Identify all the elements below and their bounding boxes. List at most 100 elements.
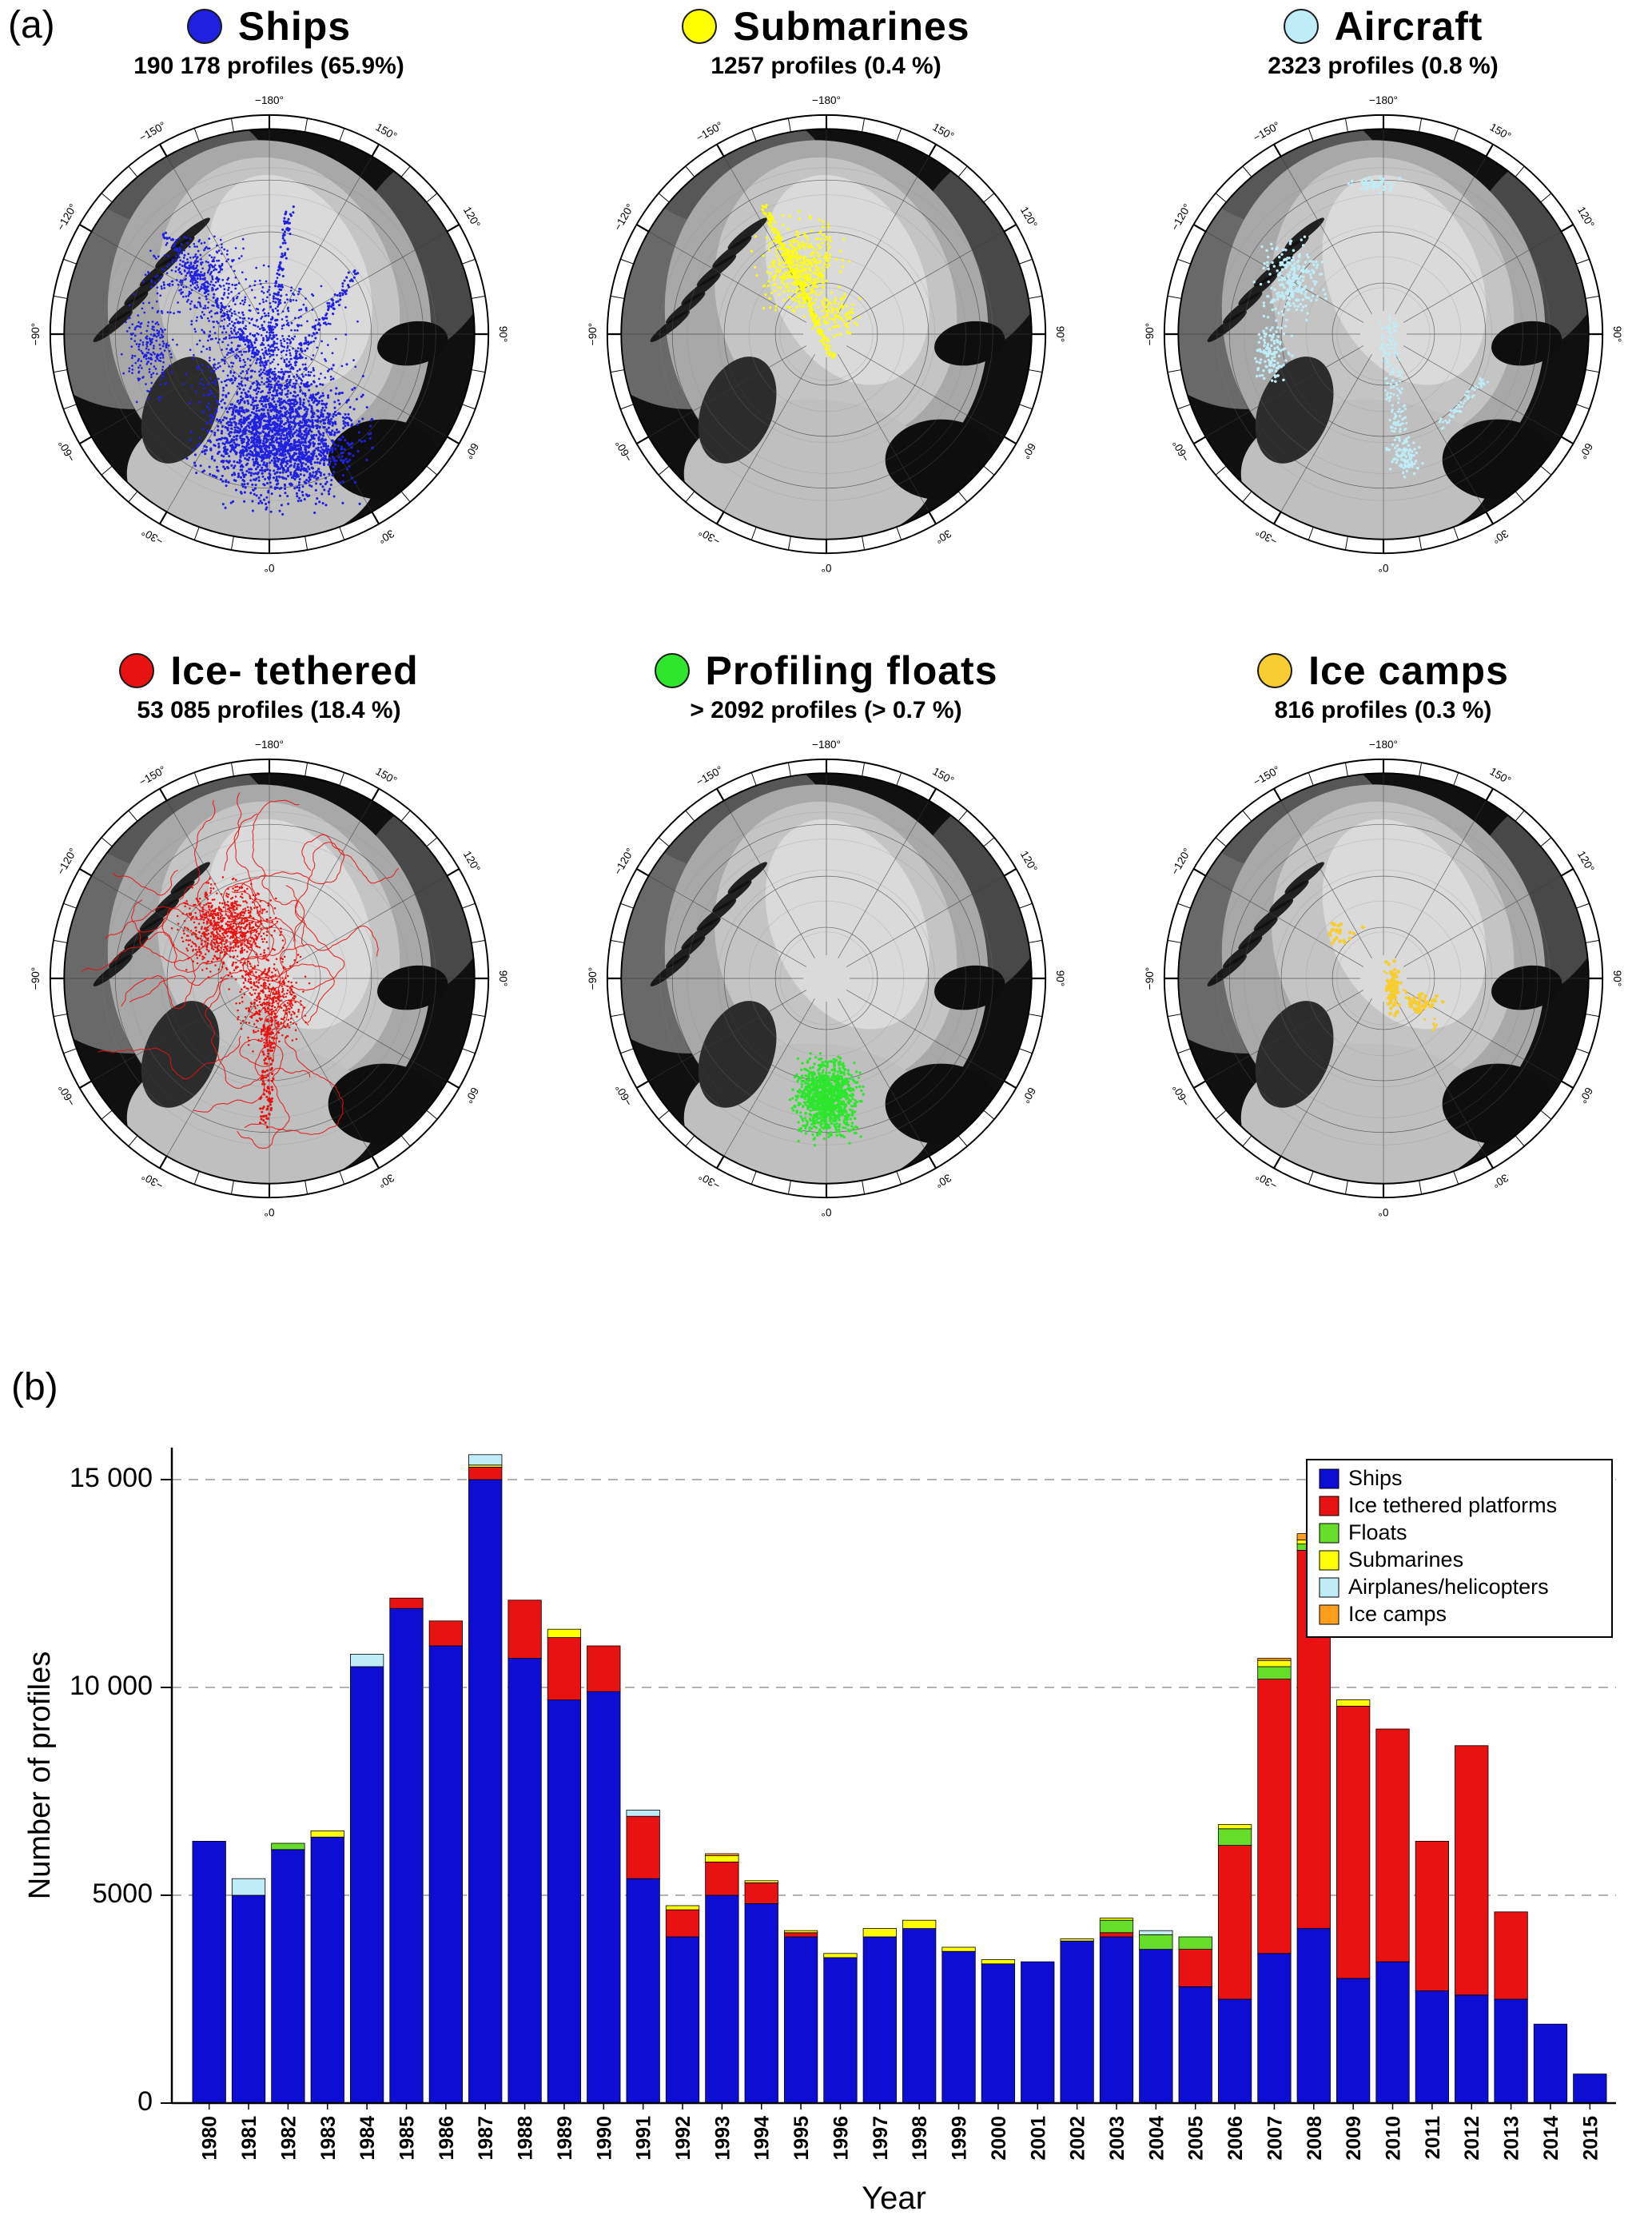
ice-camps-map-terrain [1177, 773, 1589, 1184]
bar-segment [626, 1815, 660, 1879]
submarines-swatch-icon [1319, 1550, 1340, 1571]
y-tick-label: 0 [137, 2086, 153, 2117]
legend-label: Submarines [1348, 1548, 1463, 1572]
bar-2000 [981, 1959, 1016, 2104]
bar-1983 [310, 1831, 344, 2104]
bar-segment [783, 1930, 818, 1934]
bar-2001 [1021, 1961, 1055, 2104]
map-card-ice-camps: Ice camps 816 profiles (0.3 %) −180° 150°… [1114, 644, 1652, 1230]
bar-segment [231, 1894, 266, 2104]
bar-2005 [1178, 1936, 1212, 2104]
map-title-aircraft: Aircraft [1334, 4, 1483, 49]
bar-segment [1178, 1986, 1212, 2104]
legend-label: Ice tethered platforms [1348, 1493, 1557, 1517]
y-tick-label: 10 000 [70, 1671, 153, 1701]
ice-tethered-scatter-layer [81, 792, 399, 1149]
bar-segment [428, 1645, 463, 2104]
bar-segment [1139, 1949, 1173, 2104]
bar-1990 [587, 1645, 621, 2104]
bar-segment [1494, 1998, 1528, 2104]
bar-1980 [192, 1841, 226, 2104]
year-tick-label: 1997 [870, 2116, 892, 2161]
bar-segment [823, 1957, 858, 2104]
bar-segment [428, 1620, 463, 1647]
map-card-ships: Ships 190 178 profiles (65.9%) −180° 150°… [0, 0, 538, 586]
bar-segment [231, 1878, 266, 1896]
bar-segment [1099, 1936, 1134, 2104]
ring-ticks [607, 114, 1045, 554]
bar-segment [783, 1936, 818, 2104]
bar-2009 [1336, 1699, 1371, 2104]
bar-segment [1139, 1934, 1173, 1950]
year-tick-label: 1994 [751, 2116, 774, 2161]
bar-segment [1178, 1936, 1212, 1950]
svg-text:−30°: −30° [139, 526, 165, 548]
profiling-floats-map: −180°150°120°90°60°30°0°−30°−60°−90°−120… [586, 739, 1065, 1218]
bar-2014 [1533, 2023, 1568, 2104]
year-tick-label: 1991 [633, 2116, 655, 2161]
legend-label: Ships [1348, 1466, 1403, 1490]
legend-label: Airplanes/helicopters [1348, 1575, 1549, 1599]
bar-segment [192, 1841, 226, 2104]
bar-segment [783, 1932, 818, 1938]
airplanes-helicopters-swatch-icon [1319, 1577, 1340, 1598]
year-tick-label: 1983 [317, 2116, 340, 2161]
bar-1995 [783, 1930, 818, 2104]
x-axis-label: Year [862, 2181, 926, 2216]
year-tick-label: 2011 [1422, 2116, 1444, 2159]
year-tick-label: 2013 [1501, 2116, 1523, 2161]
year-tick-label: 2009 [1343, 2116, 1365, 2161]
aircraft-dot-icon [1283, 9, 1319, 44]
bar-segment [665, 1909, 700, 1938]
year-tick-label: 2006 [1224, 2116, 1247, 2161]
bar-1987 [468, 1454, 503, 2104]
svg-text:−180°: −180° [812, 94, 841, 106]
submarines-scatter-layer [750, 204, 861, 360]
bar-segment [1455, 1745, 1489, 1996]
bar-segment [310, 1831, 344, 1838]
map-title-ice-camps: Ice camps [1308, 648, 1509, 693]
bar-segment [1375, 1728, 1410, 1962]
map-header-submarines: Submarines [557, 0, 1095, 53]
bar-segment [508, 1658, 542, 2104]
submarines-map: −180° 150° 120° 90° 60° 30° 0° −30° −60° −90° −120… [586, 94, 1066, 574]
bar-segment [1060, 1940, 1094, 2104]
bar-segment [1336, 1705, 1371, 1979]
ice-tethered-dot-icon [119, 653, 155, 688]
bar-segment [1099, 1919, 1134, 1934]
year-tick-label: 1986 [436, 2116, 458, 2161]
svg-text:−150°: −150° [137, 119, 168, 144]
ring-ticks [607, 759, 1045, 1198]
year-tick-label: 2008 [1304, 2116, 1326, 2161]
bar-segment [1021, 1961, 1055, 2104]
legend-item-submarines: Submarines [1319, 1548, 1463, 1572]
year-tick-label: 2005 [1185, 2116, 1208, 2161]
bar-segment [547, 1699, 582, 2104]
bar-segment [349, 1653, 384, 1667]
bar-segment [981, 1959, 1016, 1965]
submarines-dot-icon [682, 9, 718, 44]
bar-segment [744, 1880, 778, 1883]
map-card-aircraft: Aircraft 2323 profiles (0.8 %) −180° 150°… [1114, 0, 1652, 586]
year-tick-label: 1992 [672, 2116, 695, 2161]
year-tick-label: 2001 [1027, 2116, 1049, 2161]
bar-1981 [231, 1878, 266, 2104]
year-tick-label: 1990 [593, 2116, 615, 2161]
svg-text:90°: 90° [1054, 326, 1066, 343]
floats-swatch-icon [1319, 1523, 1340, 1544]
bar-segment [271, 1843, 305, 1850]
bar-1999 [941, 1946, 976, 2104]
year-tick-label: 2012 [1461, 2116, 1483, 2161]
year-tick-label: 1995 [790, 2116, 813, 2161]
legend-label: Ice camps [1348, 1602, 1447, 1626]
bar-2006 [1217, 1824, 1252, 2104]
year-tick-label: 2002 [1067, 2116, 1089, 2161]
bar-segment [1257, 1659, 1292, 1667]
ice-tethered-map-terrain [63, 773, 475, 1184]
bar-2013 [1494, 1911, 1528, 2104]
bar-segment [1375, 1961, 1410, 2104]
graticule [1177, 773, 1589, 1184]
bar-1996 [823, 1953, 858, 2104]
ring-ticks [1164, 759, 1602, 1198]
bar-segment [1336, 1978, 1371, 2104]
